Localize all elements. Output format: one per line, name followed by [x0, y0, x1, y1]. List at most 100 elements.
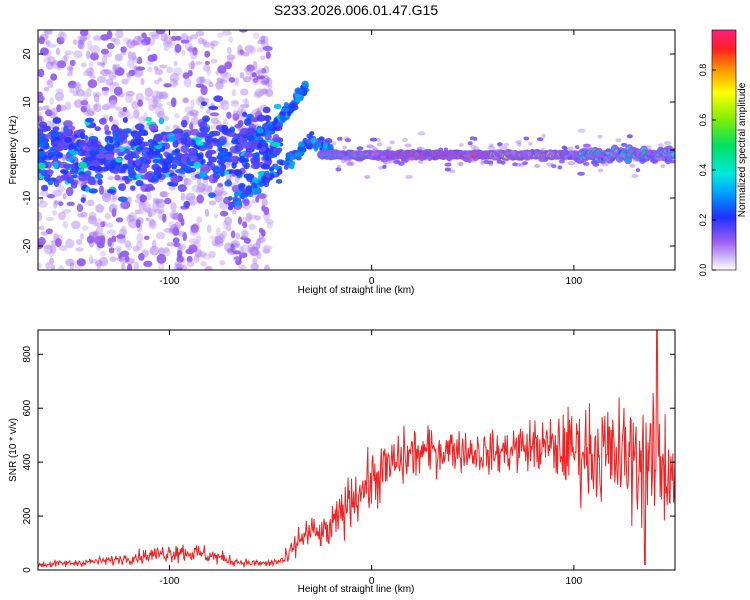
spectrogram-band — [229, 146, 237, 154]
spectrogram-noise — [197, 37, 205, 45]
spectrogram-band — [70, 164, 76, 170]
spectrogram-noise — [38, 200, 48, 208]
spectrogram-line-noise — [456, 161, 464, 166]
spectrogram-line-noise — [380, 158, 389, 163]
spectrogram-noise — [219, 210, 229, 217]
spectrogram-branch-lower — [294, 152, 302, 158]
spectrogram-line-noise — [605, 148, 612, 153]
spectrogram-noise — [263, 264, 271, 270]
spectrogram-noise — [261, 198, 268, 207]
spectrogram-branch-upper — [279, 114, 286, 121]
spectrogram-noise — [48, 250, 54, 258]
spectrogram-noise — [112, 64, 120, 71]
spectrogram-noise — [188, 195, 199, 206]
spectrogram-band — [237, 119, 244, 127]
spectrogram-line-noise — [488, 162, 494, 167]
spectrogram-band — [57, 142, 66, 151]
spectrogram-line-noise — [558, 159, 565, 164]
spectrogram-noise — [254, 215, 262, 221]
spectrogram-band — [175, 169, 184, 174]
spectrogram-band — [144, 172, 153, 180]
spectrogram-band — [145, 116, 152, 122]
spectrogram-noise — [69, 66, 74, 76]
spectrogram-band — [200, 101, 208, 107]
spectrogram-noise — [190, 117, 199, 126]
spectrogram-noise — [186, 111, 195, 116]
spectrogram-noise — [240, 229, 250, 238]
spectrogram-line-noise — [621, 142, 628, 147]
spectrogram-band — [119, 183, 127, 192]
spectrogram-band — [230, 155, 238, 164]
spectrogram-line-noise — [512, 162, 518, 167]
spectrogram-line-noise — [355, 152, 364, 157]
spectrogram-noise — [86, 199, 95, 207]
spectrogram-noise — [225, 173, 232, 182]
spectrogram-band — [110, 126, 118, 132]
spectrogram-noise — [258, 88, 269, 95]
spectrogram-band — [174, 148, 181, 154]
spectrogram-band — [202, 116, 210, 123]
spectrogram-line-noise — [469, 158, 477, 163]
spectrogram-noise — [195, 186, 205, 195]
spectrogram-line-noise — [547, 150, 554, 155]
spectrogram-noise — [238, 264, 247, 270]
spectrogram-noise — [80, 105, 88, 113]
spectrogram-x-label: Height of straight line (km) — [298, 285, 415, 296]
spectrogram-line-noise — [592, 162, 600, 167]
spectrogram-noise — [82, 90, 89, 100]
spectrogram-noise — [221, 230, 227, 239]
spectrogram-noise — [215, 227, 221, 237]
spectrogram-line-noise — [405, 174, 413, 179]
spectrogram-noise — [202, 41, 212, 48]
spectrogram-noise — [181, 264, 188, 270]
spectrogram-noise — [147, 66, 153, 73]
spectrogram-noise — [78, 42, 85, 50]
spectrogram-noise — [85, 67, 95, 77]
spectrogram-noise — [149, 245, 160, 256]
spectrogram-line-noise — [480, 159, 486, 164]
spectrogram-noise — [124, 255, 130, 263]
spectrogram-noise — [260, 80, 270, 86]
spectrogram-noise — [77, 212, 84, 218]
spectrogram-noise — [111, 235, 117, 243]
spectrogram-line-noise — [573, 156, 580, 161]
spectrogram-noise — [49, 245, 57, 254]
spectrogram-line-noise — [518, 162, 525, 167]
spectrogram-noise — [121, 225, 127, 236]
spectrogram-noise — [190, 33, 199, 40]
spectrogram-noise — [94, 260, 103, 267]
spectrogram-noise — [163, 83, 172, 88]
spectrogram-line-noise — [449, 169, 456, 174]
spectrogram-y-ticks: 20 10 0 -10 -20 — [22, 48, 675, 253]
spectrogram-line-noise — [426, 156, 431, 161]
spectrogram-line-noise — [520, 152, 527, 157]
spectrogram-noise — [73, 99, 84, 108]
spectrogram-noise — [120, 51, 127, 56]
spectrogram-noise — [200, 85, 208, 96]
spectrogram-band — [117, 168, 125, 174]
spectrogram-noise — [202, 64, 211, 72]
spectrogram-band — [180, 145, 189, 154]
spectrogram-line-noise — [473, 146, 480, 151]
spectrogram-band — [260, 164, 271, 170]
spectrogram-noise — [226, 46, 232, 55]
spectrogram-line-noise — [659, 150, 666, 155]
spectrogram-noise — [248, 214, 257, 219]
spectrogram-noise — [133, 108, 140, 119]
spectrogram-noise — [244, 98, 249, 108]
spectrogram-noise — [148, 104, 156, 111]
spectrogram-line-noise — [577, 159, 585, 164]
spectrogram-band — [104, 144, 115, 152]
spectrogram-band — [233, 169, 243, 176]
spectrogram-branch-upper — [287, 111, 292, 117]
spectrogram-branch-lower — [251, 186, 256, 194]
spectrogram-y-tick-label: 0 — [22, 147, 33, 153]
spectrogram-noise — [232, 250, 242, 255]
spectrogram-branch-lower — [234, 190, 242, 196]
spectrogram-noise — [43, 86, 50, 92]
spectrogram-noise — [109, 241, 115, 248]
spectrogram-band — [139, 194, 148, 203]
spectrogram-noise — [65, 101, 72, 111]
spectrogram-line-noise — [336, 164, 341, 169]
spectrogram-band — [241, 111, 248, 117]
